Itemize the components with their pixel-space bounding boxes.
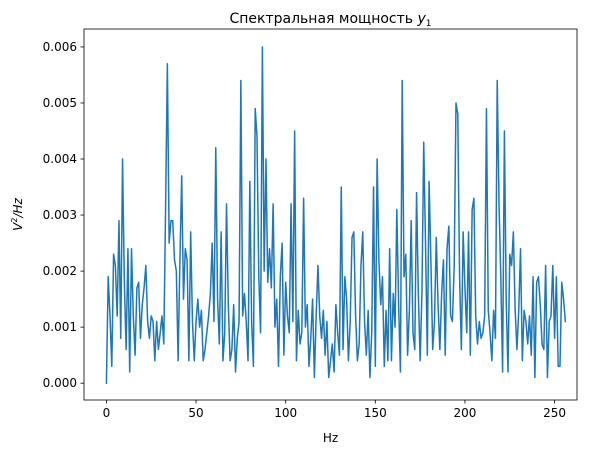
x-tick-label: 0: [103, 406, 111, 420]
y-axis-ticks: 0.000 0.001 0.002 0.003 0.004 0.005 0.006: [43, 40, 84, 390]
x-axis-ticks: 0 50 100 150 200 250: [103, 400, 566, 420]
y-axis-label: V2/Hz: [10, 197, 25, 230]
chart-title: Спектральная мощность y1: [229, 11, 431, 29]
x-tick-label: 150: [364, 406, 387, 420]
x-tick-label: 100: [274, 406, 297, 420]
y-tick-label: 0.006: [43, 40, 77, 54]
y-tick-label: 0.005: [43, 96, 77, 110]
y-tick-label: 0.003: [43, 208, 77, 222]
y-axis-label-base: V: [11, 222, 25, 231]
chart-title-main: Спектральная мощность: [229, 11, 417, 27]
y-tick-label: 0.002: [43, 264, 77, 278]
x-tick-label: 200: [454, 406, 477, 420]
y-tick-label: 0.004: [43, 152, 77, 166]
y-tick-label: 0.000: [43, 376, 77, 390]
y-tick-label: 0.001: [43, 320, 77, 334]
plot-frame: [83, 28, 578, 401]
x-tick-label: 50: [188, 406, 203, 420]
x-axis-label: Hz: [323, 431, 338, 445]
series-line: [105, 46, 567, 384]
y-axis-label-exp: 2: [10, 218, 19, 223]
x-tick-label: 250: [543, 406, 566, 420]
chart-title-sub: 1: [426, 19, 432, 29]
y-axis-label-tail: /Hz: [11, 197, 25, 218]
chart-title-var: y: [416, 11, 426, 27]
